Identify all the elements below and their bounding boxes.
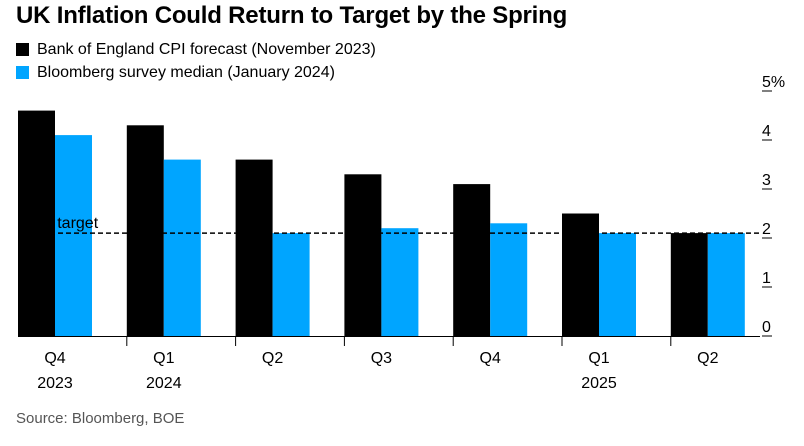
x-tick-year-label-0: 2023 [37, 375, 73, 392]
legend-item-bloomberg: Bloomberg survey median (January 2024) [16, 61, 376, 84]
bar-boe-6 [670, 233, 708, 336]
y-tick-label-0: 0 [762, 319, 771, 336]
x-tick-label-2: Q2 [262, 350, 283, 367]
bar-boe-5 [562, 213, 599, 336]
x-tick-label-3: Q3 [371, 350, 392, 367]
x-tick-label-4: Q4 [480, 350, 501, 367]
bar-bloomberg-0 [55, 135, 92, 336]
bar-boe-1 [126, 125, 164, 336]
legend-swatch-boe [16, 43, 29, 56]
bar-boe-2 [235, 159, 273, 336]
bar-boe-3 [344, 174, 382, 336]
y-tick-label-2: 2 [762, 221, 771, 238]
bar-boe-4 [453, 184, 491, 336]
bar-bloomberg-1 [163, 159, 201, 336]
bar-bloomberg-2 [272, 233, 310, 336]
bar-boe-0 [18, 110, 55, 336]
chart-title: UK Inflation Could Return to Target by t… [16, 2, 568, 29]
x-tick-year-label-5: 2025 [581, 375, 617, 392]
legend: Bank of England CPI forecast (November 2… [16, 38, 376, 84]
target-line-label: BOE target [19, 215, 99, 232]
x-tick-label-6: Q2 [697, 350, 718, 367]
bar-bloomberg-3 [381, 228, 419, 336]
y-tick-label-3: 3 [762, 172, 771, 189]
bar-bloomberg-6 [707, 233, 745, 336]
legend-label-boe: Bank of England CPI forecast (November 2… [37, 40, 376, 58]
y-tick-label-1: 1 [762, 270, 771, 287]
legend-swatch-bloomberg [16, 66, 29, 79]
x-tick-label-5: Q1 [588, 350, 609, 367]
y-tick-label-5: 5% [762, 74, 785, 91]
legend-label-bloomberg: Bloomberg survey median (January 2024) [37, 63, 335, 81]
legend-item-boe: Bank of England CPI forecast (November 2… [16, 38, 376, 61]
source-note: Source: Bloomberg, BOE [16, 410, 185, 427]
y-tick-label-4: 4 [762, 123, 771, 140]
bar-bloomberg-4 [490, 223, 528, 336]
x-tick-year-label-1: 2024 [146, 375, 182, 392]
bar-bloomberg-5 [599, 233, 636, 336]
x-tick-label-1: Q1 [153, 350, 174, 367]
x-tick-label-0: Q4 [44, 350, 65, 367]
